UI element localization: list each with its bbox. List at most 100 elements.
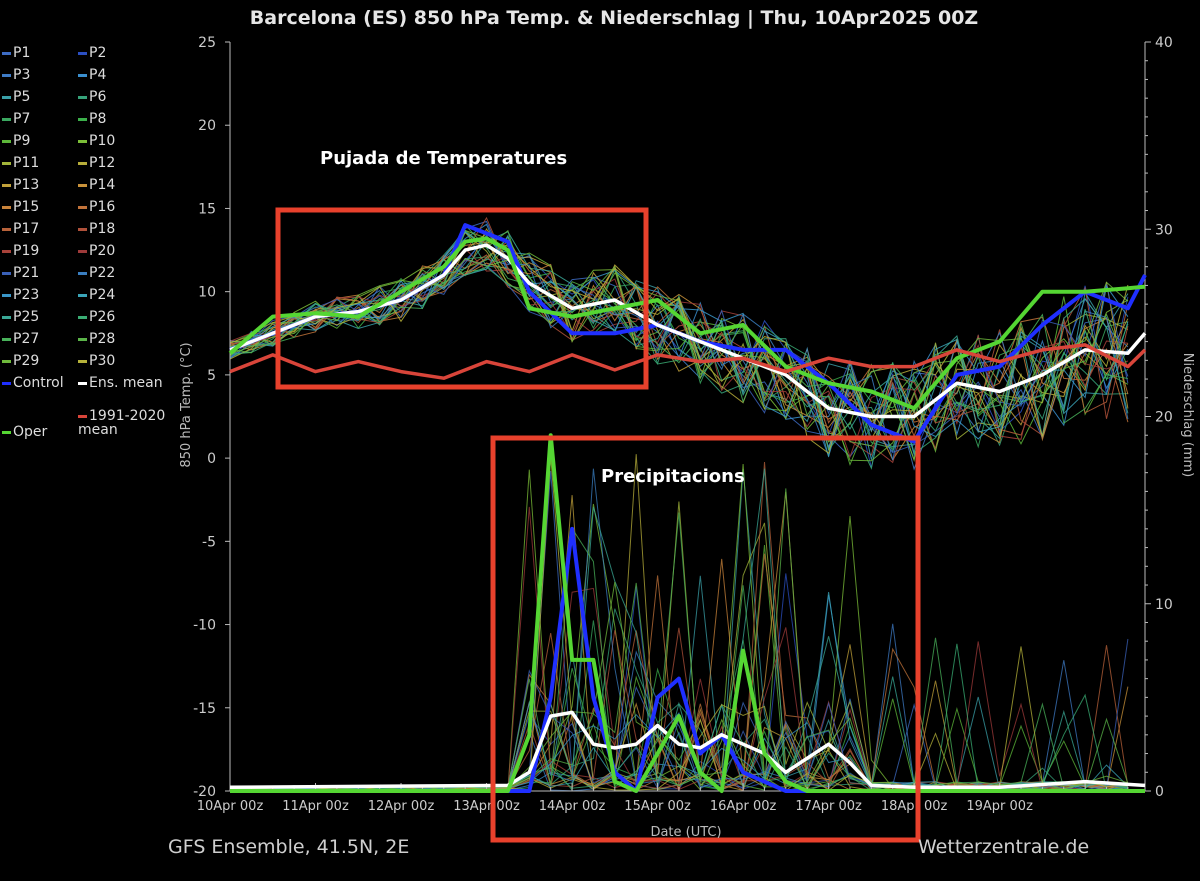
legend-label: Ens. mean	[89, 375, 163, 391]
legend-swatch	[78, 205, 87, 209]
legend-item-p15: P15	[2, 199, 39, 215]
legend-swatch	[2, 183, 11, 187]
y-tick-label: -15	[193, 701, 216, 717]
x-tick-label: 13Apr 00z	[453, 799, 520, 814]
legend-label: P10	[89, 133, 116, 149]
legend-item-p21: P21	[2, 265, 39, 281]
legend-swatch	[78, 161, 87, 165]
legend-label: P17	[13, 221, 40, 237]
legend-label: P16	[89, 199, 116, 215]
legend-item-p29: P29	[2, 353, 39, 369]
y-tick-label: 15	[198, 201, 216, 217]
legend-label: P5	[13, 89, 31, 105]
legend-item-p3: P3	[2, 67, 30, 83]
y-tick-label: -20	[193, 784, 216, 800]
legend-item-p28: P28	[78, 331, 115, 347]
legend-swatch	[78, 315, 87, 319]
legend-label: Oper	[13, 424, 48, 440]
member-temp-line-p30	[229, 239, 1129, 455]
legend-item-p8: P8	[78, 111, 106, 127]
x-tick-label: 15Apr 00z	[624, 799, 691, 814]
legend-swatch	[2, 227, 11, 231]
legend-swatch	[78, 359, 87, 363]
legend-item-oper: Oper	[2, 424, 47, 440]
legend-swatch	[2, 73, 11, 77]
y2-tick-label: 20	[1155, 410, 1173, 426]
precip-line-ens-mean	[229, 710, 1146, 790]
legend-swatch	[2, 95, 11, 99]
x-axis-label: Date (UTC)	[650, 825, 721, 840]
legend-swatch	[78, 183, 87, 187]
legend-swatch	[2, 381, 11, 385]
legend-item-1991-2020-mean: 1991-2020 mean	[78, 409, 170, 437]
legend-label: P21	[13, 265, 40, 281]
x-tick-label: 18Apr 00z	[881, 799, 948, 814]
legend-item-p16: P16	[78, 199, 115, 215]
footer-source: Wetterzentrale.de	[918, 836, 1089, 858]
legend-swatch	[2, 51, 11, 55]
temp-line-1991-2020-mean	[229, 343, 1147, 380]
legend-label: P11	[13, 155, 40, 171]
legend-item-p23: P23	[2, 287, 39, 303]
legend-item-p20: P20	[78, 243, 115, 259]
legend-swatch	[78, 271, 87, 275]
legend-swatch	[78, 414, 87, 418]
legend-label: P19	[13, 243, 40, 259]
temperature-rise-box	[275, 207, 649, 390]
legend-item-p24: P24	[78, 287, 115, 303]
legend-swatch	[2, 161, 11, 165]
legend-label: P2	[89, 45, 107, 61]
x-tick-label: 16Apr 00z	[710, 799, 777, 814]
legend-swatch	[2, 249, 11, 253]
legend-item-p10: P10	[78, 133, 115, 149]
legend-label: 1991-2020 mean	[78, 408, 166, 438]
x-tick-label: 10Apr 00z	[197, 799, 264, 814]
highlighted-series-layer	[228, 223, 1147, 793]
legend-label: P22	[89, 265, 116, 281]
legend-label: P20	[89, 243, 116, 259]
legend-label: P18	[89, 221, 116, 237]
precip-line-oper	[230, 433, 1145, 793]
legend-item-ens-mean: Ens. mean	[78, 375, 163, 391]
axes-layer: 25 20 15 10 5 0 -5 -10 -15 -20 40 30 20 10 0 10Apr 00z 1…	[193, 35, 1173, 814]
y2-tick-label: 40	[1155, 35, 1173, 51]
legend-item-p11: P11	[2, 155, 39, 171]
legend-swatch	[2, 337, 11, 341]
legend-swatch	[2, 315, 11, 319]
legend-swatch	[2, 359, 11, 363]
legend-item-p22: P22	[78, 265, 115, 281]
temp-line-ens-mean	[229, 243, 1147, 419]
legend-label: P9	[13, 133, 31, 149]
y-tick-label: 0	[207, 451, 216, 467]
legend-label: Control	[13, 375, 64, 391]
legend-item-p18: P18	[78, 221, 115, 237]
y2-tick-label: 10	[1155, 597, 1173, 613]
member-temp-line-p29	[229, 252, 1129, 462]
legend-label: P28	[89, 331, 116, 347]
x-tick-label: 17Apr 00z	[795, 799, 862, 814]
legend-swatch	[78, 227, 87, 231]
legend-item-p9: P9	[2, 133, 30, 149]
y2-tick-label: 30	[1155, 222, 1173, 238]
legend-item-control: Control	[2, 375, 64, 391]
y-tick-label: 5	[207, 368, 216, 384]
legend-item-p13: P13	[2, 177, 39, 193]
y-tick-label: 10	[198, 285, 216, 301]
legend-item-p30: P30	[78, 353, 115, 369]
y-axis-label: 850 hPa Temp. (°C)	[179, 342, 194, 467]
legend-label: P27	[13, 331, 40, 347]
legend-swatch	[78, 117, 87, 121]
legend-item-p7: P7	[2, 111, 30, 127]
annotation-temperature-rise: Pujada de Temperatures	[320, 148, 567, 169]
legend-label: P26	[89, 309, 116, 325]
legend-item-p4: P4	[78, 67, 106, 83]
legend-swatch	[78, 337, 87, 341]
legend-swatch	[78, 293, 87, 297]
legend-swatch	[2, 271, 11, 275]
legend-item-p6: P6	[78, 89, 106, 105]
x-tick-label: 14Apr 00z	[539, 799, 606, 814]
legend-item-p26: P26	[78, 309, 115, 325]
legend-swatch	[78, 51, 87, 55]
